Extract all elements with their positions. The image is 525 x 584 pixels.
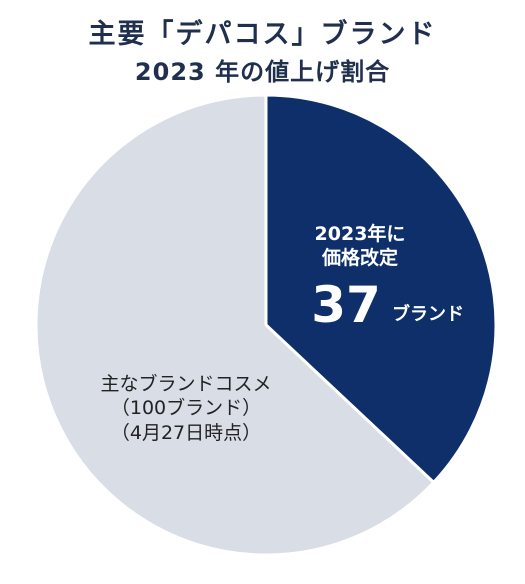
slice-1-label-line-1: 主なブランドコスメ — [100, 372, 271, 395]
slice-0-value: 37 — [311, 276, 381, 334]
pie-slice-0 — [264, 93, 498, 485]
slice-0-unit: ブランド — [392, 303, 464, 325]
chart-title-line-2: 2023 年の値上げ割合 — [134, 58, 391, 86]
slice-0-label-line-2: 価格改定 — [321, 246, 398, 269]
slice-1-label-line-2: （100ブランド） — [111, 396, 261, 419]
pie-slice-1 — [34, 93, 436, 557]
chart-title-line-1: 主要「デパコス」ブランド — [88, 19, 437, 50]
slice-0-label-line-1: 2023年に — [315, 222, 406, 245]
slice-1-label-line-3: （4月27日時点） — [111, 422, 261, 444]
